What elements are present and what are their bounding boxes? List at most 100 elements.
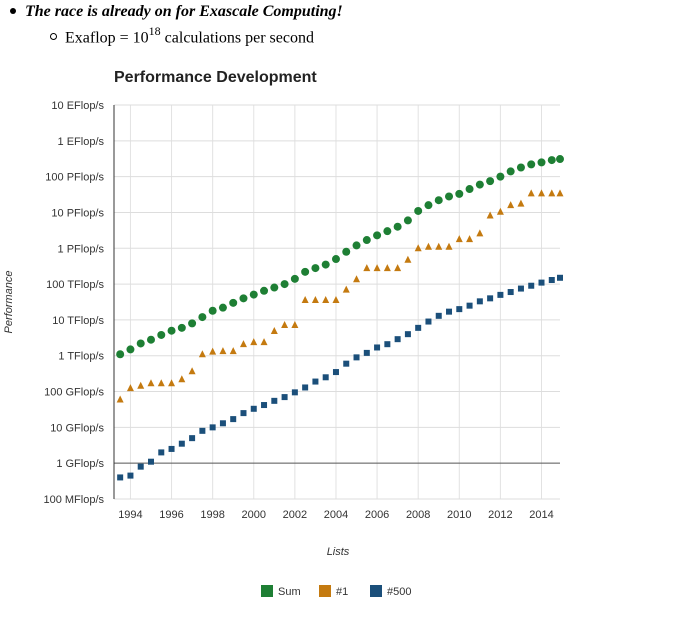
point-sum (116, 350, 125, 359)
point-top500 (384, 341, 391, 348)
bullet-disc-icon (10, 8, 16, 15)
series-top500 (117, 274, 563, 481)
point-sum (270, 283, 279, 292)
point-top1 (301, 295, 309, 303)
point-top500 (147, 458, 154, 465)
chart-title: Performance Development (114, 69, 317, 86)
point-top500 (425, 318, 432, 325)
point-top1 (157, 379, 165, 387)
point-top500 (394, 336, 401, 343)
y-tick-label: 100 GFlop/s (44, 387, 104, 399)
chart-container: Performance Development 100 MFlop/s 1 GFl… (0, 58, 685, 616)
point-sum (301, 267, 310, 276)
x-tick-label: 2008 (406, 509, 430, 521)
point-top1 (229, 347, 237, 355)
bullet-item-exascale: The race is already on for Exascale Comp… (10, 3, 343, 21)
point-sum (537, 158, 546, 167)
point-sum (136, 339, 145, 348)
point-top1 (322, 295, 330, 303)
point-sum (249, 290, 258, 299)
point-sum (177, 323, 186, 332)
point-top1 (209, 347, 217, 355)
point-sum (208, 306, 217, 315)
point-sum (414, 206, 423, 215)
legend-item-top1: #1 (319, 585, 348, 598)
legend-item-top500: #500 (370, 585, 411, 598)
point-sum (362, 236, 371, 245)
point-sum (465, 185, 474, 194)
point-sum (434, 196, 443, 205)
point-top500 (209, 424, 216, 431)
point-sum (126, 345, 135, 354)
point-top500 (456, 306, 463, 313)
point-sum (280, 280, 289, 289)
point-sum (373, 231, 382, 240)
y-tick-label: 100 TFlop/s (46, 279, 104, 291)
point-sum (445, 192, 454, 201)
point-top500 (199, 427, 206, 434)
point-top500 (312, 378, 319, 385)
point-sum (260, 286, 269, 295)
legend-swatch-top1 (319, 585, 331, 597)
x-tick-label: 2004 (324, 509, 348, 521)
point-top1 (168, 379, 176, 387)
point-sum (403, 216, 412, 225)
x-tick-label: 2002 (283, 509, 307, 521)
point-top500 (353, 354, 360, 361)
y-tick-label: 1 TFlop/s (58, 351, 104, 363)
point-top500 (281, 394, 288, 401)
point-sum (486, 177, 495, 186)
point-top1 (383, 264, 391, 272)
point-top500 (557, 274, 563, 281)
point-top1 (424, 242, 432, 250)
y-axis-label: Performance (3, 271, 15, 334)
point-top500 (538, 279, 545, 286)
point-top1 (260, 338, 268, 346)
point-top500 (374, 344, 381, 351)
series-sum (116, 155, 564, 359)
y-tick-label: 10 TFlop/s (52, 315, 104, 327)
point-sum (506, 167, 515, 176)
x-tick-label: 2012 (488, 509, 512, 521)
y-tick-label: 100 PFlop/s (45, 172, 104, 184)
legend-swatch-sum (261, 585, 273, 597)
point-top1 (291, 321, 299, 329)
point-top500 (404, 331, 411, 338)
data-series (116, 155, 564, 481)
point-top500 (250, 405, 257, 412)
point-top1 (507, 201, 515, 209)
legend-label-top1: #1 (336, 586, 348, 598)
x-tick-label: 1996 (159, 509, 183, 521)
point-sum (496, 172, 505, 181)
point-top500 (230, 416, 237, 423)
point-top500 (322, 374, 329, 381)
y-tick-labels: 100 MFlop/s 1 GFlop/s 10 GFlop/s 100 GFlop/… (43, 100, 104, 506)
point-top500 (435, 312, 442, 319)
point-top1 (527, 189, 535, 197)
point-top500 (271, 397, 278, 404)
point-top1 (496, 207, 504, 215)
legend-swatch-top500 (370, 585, 382, 597)
y-tick-label: 1 EFlop/s (58, 136, 105, 148)
point-top1 (538, 189, 546, 197)
point-top500 (415, 324, 422, 331)
point-sum (331, 255, 340, 264)
point-top500 (548, 277, 555, 284)
chart-legend: Sum #1 #500 (261, 585, 411, 598)
point-sum (475, 180, 484, 189)
y-tick-label: 100 MFlop/s (43, 494, 104, 506)
point-top500 (302, 384, 309, 391)
x-axis-label: Lists (327, 546, 350, 558)
point-top1 (126, 384, 134, 392)
point-top500 (137, 463, 144, 470)
point-top500 (189, 435, 196, 442)
point-top500 (127, 472, 134, 479)
point-top1 (250, 338, 258, 346)
point-top500 (343, 360, 350, 367)
point-top500 (497, 291, 504, 298)
point-sum (321, 260, 330, 269)
point-top500 (178, 440, 185, 447)
point-top1 (116, 395, 124, 403)
point-top1 (332, 295, 340, 303)
point-top1 (445, 242, 453, 250)
